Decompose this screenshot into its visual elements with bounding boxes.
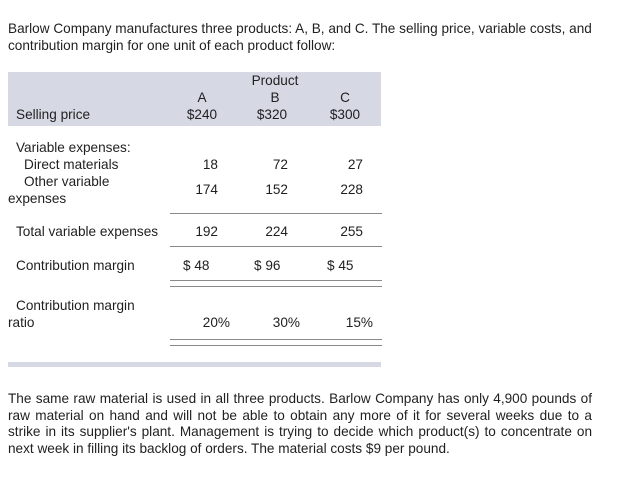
total-variable-b: 224 xyxy=(265,224,288,239)
selling-price-label: Selling price xyxy=(16,107,91,122)
double-rule-top xyxy=(170,280,382,281)
contribution-margin-c: $ 45 xyxy=(327,258,354,273)
ratio-rule-top xyxy=(170,339,382,340)
footer-band xyxy=(8,362,381,367)
cm-ratio-label: Contribution margin xyxy=(16,298,135,313)
direct-materials-c: 27 xyxy=(347,157,363,172)
selling-price-c: $300 xyxy=(329,107,361,122)
cm-ratio-a: 20% xyxy=(202,315,230,330)
header-band xyxy=(8,72,381,126)
cm-ratio-label-cont: ratio xyxy=(8,315,35,330)
column-header-b: B xyxy=(270,90,280,105)
column-header-a: A xyxy=(197,90,207,105)
other-variable-b: 152 xyxy=(265,182,288,197)
total-variable-a: 192 xyxy=(195,224,218,239)
intro-paragraph: Barlow Company manufactures three produc… xyxy=(8,21,592,53)
ratio-rule-bottom xyxy=(170,345,382,346)
double-rule-bottom xyxy=(170,286,382,287)
direct-materials-b: 72 xyxy=(272,157,288,172)
contribution-margin-a: $ 48 xyxy=(183,258,210,273)
column-header-c: C xyxy=(340,90,350,105)
direct-materials-label: Direct materials xyxy=(24,157,119,172)
question-paragraph: The same raw material is used in all thr… xyxy=(8,391,592,456)
cm-ratio-b: 30% xyxy=(272,315,300,330)
total-variable-c: 255 xyxy=(340,224,363,239)
contribution-margin-b: $ 96 xyxy=(254,258,281,273)
other-variable-label-cont: expenses xyxy=(8,191,67,206)
other-variable-label: Other variable xyxy=(24,174,110,189)
direct-materials-a: 18 xyxy=(202,157,218,172)
cm-ratio-c: 15% xyxy=(345,315,373,330)
selling-price-b: $320 xyxy=(256,107,288,122)
selling-price-a: $240 xyxy=(186,107,218,122)
total-variable-label: Total variable expenses xyxy=(16,224,159,239)
total-rule xyxy=(170,246,382,247)
other-variable-a: 174 xyxy=(195,182,218,197)
other-variable-c: 228 xyxy=(340,182,363,197)
contribution-margin-label: Contribution margin xyxy=(16,258,135,273)
variable-expenses-heading: Variable expenses: xyxy=(16,140,131,155)
subtotal-rule xyxy=(170,213,382,214)
product-group-header: Product xyxy=(251,73,299,88)
